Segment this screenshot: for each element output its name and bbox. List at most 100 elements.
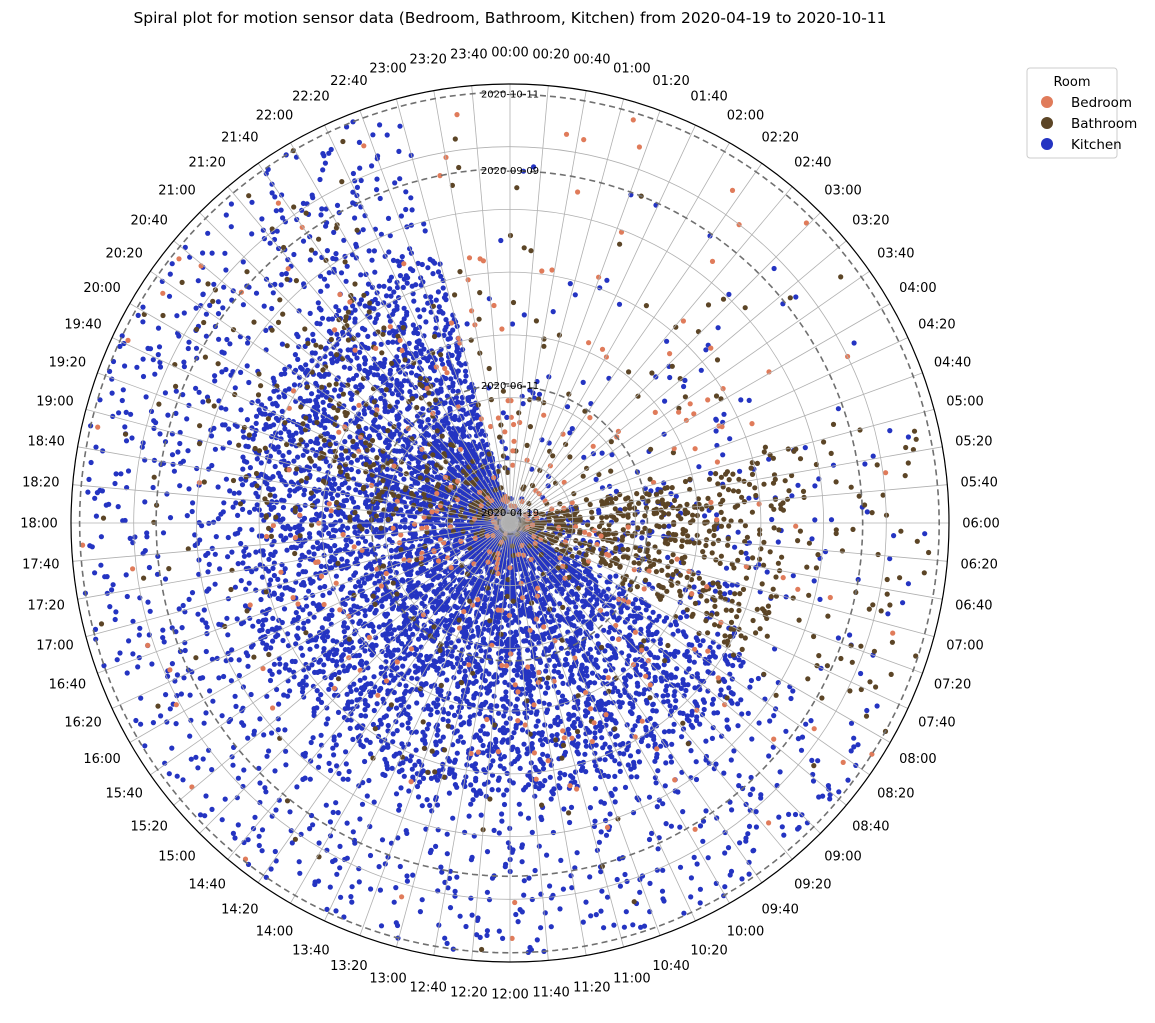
point-kitchen-4978 [334, 331, 340, 337]
point-kitchen-2730 [363, 499, 369, 505]
point-kitchen-3116 [367, 433, 373, 439]
point-kitchen-2658 [594, 633, 600, 639]
point-kitchen-3102 [367, 606, 373, 613]
point-kitchen-3770 [378, 670, 384, 677]
point-kitchen-3445 [333, 573, 339, 579]
point-kitchen-3514 [426, 354, 433, 360]
point-kitchen-3329 [514, 696, 521, 702]
point-kitchen-2444 [425, 417, 431, 423]
point-kitchen-4178 [298, 582, 305, 588]
point-kitchen-4018 [394, 697, 400, 703]
point-kitchen-4143 [712, 588, 719, 594]
point-kitchen-2704 [575, 648, 582, 654]
point-kitchen-3975 [342, 647, 348, 653]
point-kitchen-4579 [385, 722, 391, 729]
point-kitchen-4739 [298, 645, 304, 651]
point-kitchen-3970 [428, 712, 434, 718]
point-kitchen-2664 [537, 659, 544, 666]
point-kitchen-4520 [574, 744, 580, 750]
point-kitchen-2969 [376, 432, 382, 438]
point-kitchen-3187 [545, 685, 551, 691]
point-kitchen-3860 [365, 665, 371, 671]
point-kitchen-4415 [515, 749, 521, 755]
point-kitchen-4353 [732, 544, 738, 550]
point-kitchen-4218 [435, 727, 441, 733]
point-kitchen-4363 [644, 700, 650, 706]
point-kitchen-3263 [363, 425, 369, 431]
point-kitchen-4130 [346, 377, 352, 383]
point-kitchen-4247 [410, 322, 416, 328]
point-kitchen-4624 [490, 758, 496, 764]
point-kitchen-4549 [365, 333, 371, 339]
point-kitchen-4019 [385, 691, 391, 697]
point-kitchen-1335 [454, 464, 461, 470]
point-kitchen-1493 [472, 443, 479, 449]
point-kitchen-4637 [269, 542, 275, 548]
point-kitchen-868 [550, 552, 557, 558]
point-kitchen-3825 [320, 592, 326, 599]
point-kitchen-2845 [458, 664, 464, 670]
point-kitchen-4098 [539, 732, 545, 738]
point-kitchen-3181 [595, 664, 601, 670]
point-kitchen-1961 [520, 628, 526, 635]
point-kitchen-4163 [426, 721, 432, 727]
point-kitchen-3438 [379, 648, 385, 655]
point-kitchen-4521 [540, 751, 546, 757]
point-kitchen-1773 [567, 599, 573, 605]
point-kitchen-3454 [338, 452, 344, 458]
point-kitchen-3866 [306, 549, 312, 555]
point-kitchen-1816 [571, 599, 577, 605]
point-kitchen-2432 [376, 517, 382, 524]
point-kitchen-3841 [450, 327, 456, 333]
point-kitchen-3918 [357, 660, 363, 667]
point-kitchen-2132 [390, 531, 397, 537]
point-kitchen-4230 [320, 635, 326, 641]
point-kitchen-1738 [425, 572, 431, 579]
point-kitchen-2393 [447, 405, 453, 411]
point-kitchen-4254 [695, 637, 701, 644]
point-kitchen-2687 [374, 467, 380, 473]
point-kitchen-4719 [673, 698, 679, 704]
point-kitchen-3012 [349, 495, 355, 501]
point-kitchen-3706 [447, 335, 453, 341]
point-kitchen-3960 [582, 713, 589, 719]
point-kitchen-3500 [323, 506, 330, 512]
point-kitchen-2204 [541, 636, 547, 642]
point-kitchen-2463 [588, 625, 594, 632]
point-kitchen-4140 [667, 374, 673, 381]
point-kitchen-1606 [442, 583, 448, 589]
point-kitchen-4242 [332, 387, 338, 393]
point-kitchen-2752 [511, 667, 517, 674]
point-kitchen-1903 [587, 590, 593, 597]
point-kitchen-2357 [525, 647, 531, 653]
point-kitchen-4467 [650, 702, 656, 708]
point-kitchen-3328 [555, 689, 561, 696]
point-kitchen-4082 [353, 372, 360, 378]
point-kitchen-3455 [347, 434, 353, 440]
point-kitchen-4979 [352, 316, 358, 322]
point-kitchen-2150 [613, 573, 619, 579]
point-kitchen-4445 [315, 394, 321, 400]
point-kitchen-4939 [624, 747, 630, 753]
point-kitchen-3635 [515, 710, 521, 717]
point-kitchen-4740 [275, 595, 281, 602]
point-kitchen-2914 [352, 529, 358, 536]
point-kitchen-4155 [549, 733, 555, 739]
point-kitchen-2452 [536, 391, 543, 397]
point-kitchen-2986 [632, 619, 638, 625]
point-kitchen-1285 [502, 446, 508, 452]
point-kitchen-4747 [282, 426, 288, 432]
point-kitchen-4403 [341, 364, 347, 370]
point-kitchen-3334 [413, 669, 419, 675]
point-kitchen-4360 [672, 674, 679, 680]
point-kitchen-1527 [434, 474, 440, 480]
point-kitchen-3251 [339, 556, 345, 562]
point-kitchen-3418 [601, 675, 607, 681]
point-kitchen-3905 [533, 723, 539, 729]
point-kitchen-3781 [316, 466, 322, 472]
point-kitchen-3385 [400, 663, 406, 669]
point-kitchen-4165 [403, 711, 409, 717]
point-kitchen-3687 [327, 590, 333, 596]
point-kitchen-4270 [424, 726, 430, 732]
point-kitchen-3215 [372, 417, 378, 423]
